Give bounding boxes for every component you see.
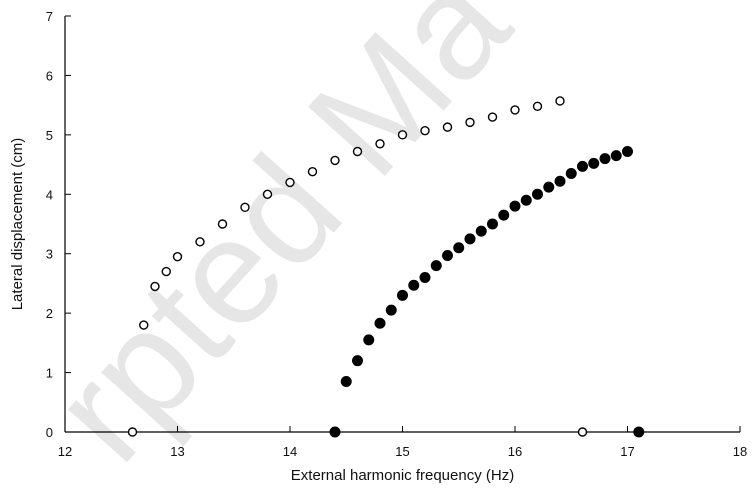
filled-circle-point	[329, 426, 341, 438]
filled-circle-point	[475, 225, 487, 237]
open-circle-point	[285, 177, 295, 188]
filled-circle-point	[419, 271, 431, 283]
x-tick-label: 14	[283, 444, 297, 459]
filled-circle-point	[363, 334, 375, 346]
y-tick-label: 0	[46, 425, 53, 440]
open-circle-point	[465, 117, 475, 128]
filled-circle-point	[599, 153, 611, 165]
filled-circle-point	[487, 218, 498, 230]
open-circle-point	[139, 320, 149, 330]
data-points	[127, 96, 645, 438]
filled-circle-point	[565, 167, 577, 179]
filled-circle-point	[374, 317, 386, 329]
x-tick-label: 12	[58, 444, 72, 459]
filled-circle-point	[543, 181, 555, 193]
x-tick-label: 17	[620, 444, 634, 459]
open-circle-point	[217, 219, 228, 229]
y-tick-label: 5	[46, 128, 53, 143]
y-axis-label: Lateral displacement (cm)	[9, 138, 26, 311]
filled-circle-point	[588, 157, 600, 169]
x-axis-label: External harmonic frequency (Hz)	[291, 467, 514, 484]
filled-circle-point	[464, 233, 476, 245]
open-circle-point	[397, 130, 408, 140]
open-circle-point	[127, 427, 138, 437]
open-circle-point	[330, 155, 340, 166]
x-tick-label: 16	[508, 444, 522, 459]
filled-circle-point	[453, 242, 465, 254]
open-circle-point	[442, 122, 453, 132]
filled-circle-point	[442, 249, 453, 261]
open-circle-point	[161, 266, 171, 277]
filled-circle-point	[520, 194, 532, 206]
filled-circle-point	[498, 209, 510, 221]
open-circle-point	[420, 125, 430, 136]
open-circle-point	[307, 167, 318, 177]
filled-circle-point	[610, 150, 622, 162]
filled-circle-point	[340, 375, 352, 387]
open-circle-point	[262, 189, 273, 199]
filled-circle-point	[622, 145, 633, 157]
x-tick-label: 18	[733, 444, 747, 459]
open-circle-point	[240, 202, 250, 213]
filled-circle-point	[633, 426, 645, 438]
filled-circle-point	[352, 355, 363, 367]
filled-circle-point	[577, 160, 588, 172]
open-circle-point	[532, 101, 543, 112]
filled-circle-point	[430, 260, 442, 272]
filled-circle-point	[397, 289, 408, 301]
open-circle-point	[487, 112, 498, 122]
y-tick-label: 1	[46, 366, 53, 381]
open-circle-point	[195, 237, 205, 247]
filled-circle-point	[554, 175, 566, 187]
open-circle-point	[150, 281, 160, 292]
open-circle-point	[375, 139, 385, 149]
open-circle-point	[577, 427, 588, 437]
open-circle-point	[172, 251, 183, 262]
x-tick-label: 15	[395, 444, 409, 459]
filled-circle-point	[408, 279, 420, 291]
x-tick-label: 13	[170, 444, 184, 459]
filled-circle-point	[385, 304, 397, 316]
open-circle-point	[555, 96, 565, 106]
y-tick-label: 4	[46, 187, 53, 202]
y-tick-label: 2	[46, 306, 53, 321]
y-tick-label: 6	[46, 68, 53, 83]
y-tick-label: 7	[46, 9, 53, 24]
y-tick-label: 3	[46, 247, 53, 262]
open-circle-point	[510, 105, 520, 115]
filled-circle-point	[509, 200, 521, 212]
filled-circle-point	[532, 188, 543, 200]
open-circle-point	[352, 146, 363, 157]
